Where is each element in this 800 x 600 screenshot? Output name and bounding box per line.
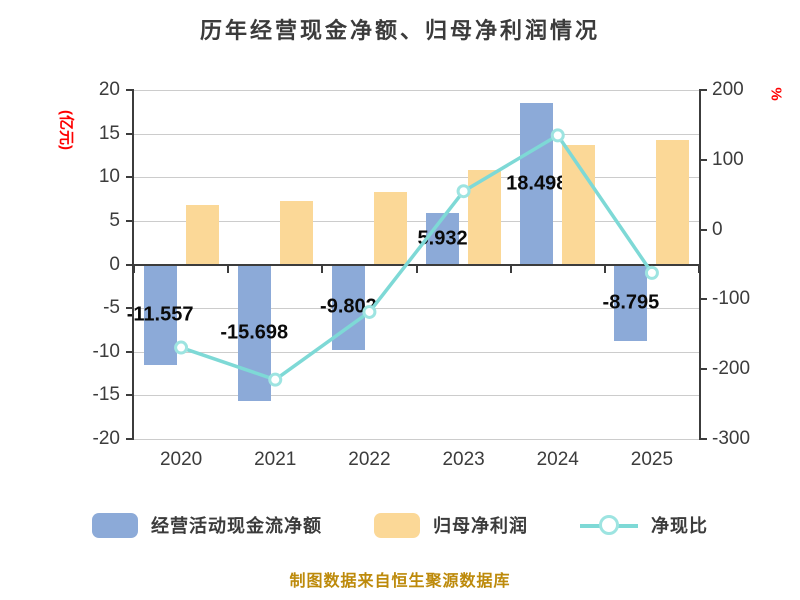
bar-operating-cashflow [614,264,648,342]
chart-title: 历年经营现金净额、归母净利润情况 [199,18,600,43]
x-axis-tick [133,264,135,273]
line-marker [268,372,283,387]
bar-value-label: -8.795 [602,291,660,314]
bar-net-profit [185,205,219,265]
gridline [134,133,699,135]
gridline [134,395,699,397]
line-marker [644,265,659,280]
right-axis-line [699,90,701,439]
left-axis-tick [126,89,134,91]
y-axis-tick-label-right: -200 [712,358,751,380]
legend-item-netcash-ratio: 净现比 [580,512,708,538]
legend-label-operating-cashflow: 经营活动现金流净额 [151,516,322,536]
left-axis-tick [126,263,134,266]
left-axis-tick [126,394,134,397]
legend-swatch-net-profit [374,512,420,538]
left-axis-tick [126,438,134,440]
x-axis-tick [227,264,230,273]
x-axis-label: 2022 [348,449,391,470]
x-axis-label: 2021 [254,449,297,470]
y-axis-tick-label-left: -10 [92,340,120,362]
bar-net-profit [373,192,407,265]
y-axis-tick-label-left: 0 [109,253,120,275]
x-axis-tick [415,264,418,273]
legend-swatch-operating-cashflow [92,512,138,538]
line-marker [550,128,565,143]
left-axis-tick [126,219,134,222]
legend-label-net-profit: 归母净利润 [433,516,528,536]
right-axis-tick [699,438,707,440]
y-axis-tick-label-right: 0 [712,218,723,240]
y-axis-tick-label-left: 10 [98,166,120,188]
line-marker-icon [580,513,638,538]
left-axis-tick [126,350,134,353]
right-axis-tick [699,158,707,161]
y-axis-tick-label-right: 100 [712,148,744,170]
bar-operating-cashflow [520,103,554,265]
x-axis-tick [321,264,324,273]
gridline [134,351,699,353]
line-marker [174,340,189,355]
left-axis-tick [126,176,134,179]
data-source-note: 制图数据来自恒生聚源数据库 [289,573,511,590]
bar-value-label: 18.498 [506,172,568,195]
gridline [134,308,699,310]
left-axis-tick [126,132,134,135]
bar-value-label: -15.698 [220,321,289,344]
line-marker [456,184,471,199]
x-axis-label: 2024 [536,449,579,470]
y-axis-tick-label-left: 20 [98,79,120,100]
left-axis-line [132,90,134,439]
y-axis-tick-label-right: -300 [712,428,751,449]
y-axis-tick-label-left: -20 [92,428,120,449]
legend-item-operating-cashflow: 经营活动现金流净额 [92,512,322,538]
y-axis-tick-label-left: -15 [92,384,120,406]
gridline [134,439,699,440]
bar-value-label: -11.557 [126,303,194,326]
right-axis-tick [699,228,707,231]
bar-operating-cashflow [143,264,177,366]
line-marker [362,304,377,319]
y-axis-tick-label-right: 200 [712,79,744,100]
x-axis-label: 2023 [442,449,485,470]
x-axis-label: 2020 [159,449,203,470]
legend-item-net-profit: 归母净利润 [374,512,528,538]
x-axis-tick [603,264,606,273]
right-axis-tick [699,368,707,371]
y-axis-tick-label-left: 15 [98,122,120,144]
bar-operating-cashflow [426,212,460,265]
y-axis-tick-label-right: -100 [712,288,751,310]
y-axis-tick-label-left: -5 [103,297,120,319]
left-axis-tick [126,307,134,310]
bar-net-profit [656,139,690,265]
gridline [134,90,699,91]
bar-operating-cashflow [237,264,271,402]
x-axis-label: 2025 [630,449,674,470]
gridline [134,220,699,222]
y-axis-tick-label-left: 5 [109,209,120,231]
legend: 经营活动现金流净额 归母净利润 净现比 [0,512,800,538]
gridline [134,177,699,179]
legend-label-netcash-ratio: 净现比 [651,516,708,536]
x-axis-tick [509,264,512,273]
right-axis-tick [699,89,707,91]
bar-net-profit [279,200,313,265]
right-axis-tick [699,298,707,301]
